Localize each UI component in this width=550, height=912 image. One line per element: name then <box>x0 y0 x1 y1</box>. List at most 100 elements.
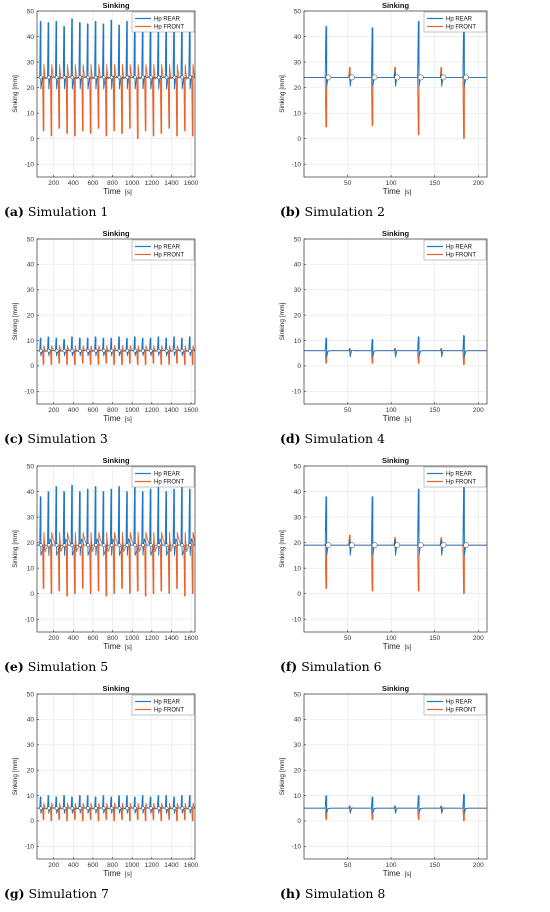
x-tick-label: 50 <box>344 862 352 869</box>
x-tick-label: 1200 <box>145 180 160 187</box>
baseline-marker <box>46 348 51 353</box>
y-tick-label: 20 <box>294 540 302 547</box>
baseline-marker <box>117 75 122 80</box>
y-tick-label: -10 <box>25 389 35 396</box>
legend-label: Hp FRONT <box>154 480 184 486</box>
x-tick-label: 1000 <box>125 407 140 414</box>
axes-frame <box>303 238 488 405</box>
baseline-marker <box>46 543 51 548</box>
x-tick-label: 100 <box>386 180 397 187</box>
y-tick-label: 20 <box>27 85 35 92</box>
caption: (a) Simulation 1 <box>4 204 108 219</box>
baseline-marker <box>78 75 83 80</box>
x-tick-label: 800 <box>107 635 118 642</box>
baseline-marker <box>164 348 169 353</box>
baseline-marker <box>117 806 122 811</box>
legend-label: Hp REAR <box>154 472 181 478</box>
caption-text: Simulation 4 <box>301 431 385 446</box>
y-tick-label: 40 <box>27 34 35 41</box>
x-axis-unit: [s] <box>125 644 132 651</box>
x-axis-label: Time <box>383 414 401 423</box>
axes-frame <box>36 238 196 405</box>
baseline-marker <box>156 75 161 80</box>
x-tick-label: 400 <box>68 862 79 869</box>
caption: (e) Simulation 5 <box>4 659 108 674</box>
caption-letter: (b) <box>280 204 301 219</box>
y-axis-label: Sinking [mm] <box>279 758 286 796</box>
x-tick-label: 200 <box>473 180 484 187</box>
legend-label: Hp REAR <box>446 700 473 706</box>
y-tick-label: 0 <box>30 136 34 143</box>
x-tick-label: 1200 <box>145 635 160 642</box>
x-tick-label: 1400 <box>164 635 179 642</box>
baseline-marker <box>156 806 161 811</box>
series-line-hp-rear <box>304 335 487 358</box>
x-tick-label: 1600 <box>184 180 199 187</box>
baseline-marker <box>180 75 185 80</box>
baseline-marker <box>188 543 192 548</box>
baseline-marker <box>54 806 59 811</box>
baseline-marker <box>188 806 192 811</box>
baseline-marker <box>101 75 106 80</box>
y-tick-label: 40 <box>27 489 35 496</box>
y-tick-label: 30 <box>27 514 35 521</box>
baseline-marker <box>54 348 59 353</box>
x-tick-label: 150 <box>429 862 440 869</box>
chart-title: Sinking <box>102 684 130 693</box>
caption-letter: (g) <box>4 886 25 901</box>
chart-title: Sinking <box>382 229 410 238</box>
chart-panel-e: -10 0 10 20 30 40 50 200 400 600 800 1000 1200 1400 16… <box>4 456 199 674</box>
legend: Hp REAR Hp FRONT <box>423 694 487 716</box>
baseline-marker <box>70 348 75 353</box>
baseline-marker <box>86 75 90 80</box>
y-tick-label: 0 <box>297 818 301 825</box>
baseline-marker <box>133 543 137 548</box>
x-axis-label: Time <box>103 869 121 878</box>
caption-text: Simulation 1 <box>24 204 108 219</box>
axes-frame <box>36 465 196 633</box>
caption-text: Simulation 8 <box>301 886 385 901</box>
y-tick-label: 10 <box>27 565 35 572</box>
baseline-marker <box>78 806 83 811</box>
x-tick-label: 800 <box>107 180 118 187</box>
legend-label: Hp FRONT <box>446 25 476 31</box>
baseline-marker <box>156 543 161 548</box>
baseline-marker <box>141 543 145 548</box>
baseline-marker <box>86 348 90 353</box>
chart-title: Sinking <box>382 1 410 10</box>
x-tick-label: 1000 <box>125 862 140 869</box>
y-tick-label: 20 <box>27 767 35 774</box>
baseline-marker <box>39 75 43 80</box>
baseline-marker <box>86 806 90 811</box>
baseline-marker <box>46 75 51 80</box>
y-tick-label: 30 <box>294 514 302 521</box>
x-tick-label: 200 <box>48 862 59 869</box>
baseline-marker <box>70 806 75 811</box>
caption-text: Simulation 7 <box>25 886 109 901</box>
baseline-marker <box>46 806 51 811</box>
baseline-marker <box>94 543 98 548</box>
baseline-marker <box>94 75 98 80</box>
baseline-marker <box>117 348 122 353</box>
y-tick-label: 10 <box>27 793 35 800</box>
chart-panel-h: -10 0 10 20 30 40 50 50 100 150 200 Sinking Sinking … <box>279 684 488 901</box>
y-tick-label: 10 <box>294 793 302 800</box>
x-tick-label: 100 <box>386 862 397 869</box>
baseline-marker <box>39 348 43 353</box>
baseline-marker <box>463 542 469 549</box>
y-tick-label: 40 <box>294 717 302 724</box>
baseline-marker <box>417 542 424 549</box>
y-tick-label: 40 <box>27 717 35 724</box>
baseline-marker <box>325 74 332 81</box>
x-tick-label: 50 <box>344 635 352 642</box>
baseline-marker <box>394 74 401 81</box>
x-tick-label: 200 <box>473 862 484 869</box>
x-tick-label: 600 <box>88 635 99 642</box>
y-axis-label: Sinking [mm] <box>279 530 286 568</box>
baseline-marker <box>94 348 98 353</box>
x-tick-label: 200 <box>48 180 59 187</box>
baseline-marker <box>62 543 67 548</box>
baseline-marker <box>141 806 145 811</box>
chart-title: Sinking <box>382 456 410 465</box>
legend: Hp REAR Hp FRONT <box>131 11 195 33</box>
